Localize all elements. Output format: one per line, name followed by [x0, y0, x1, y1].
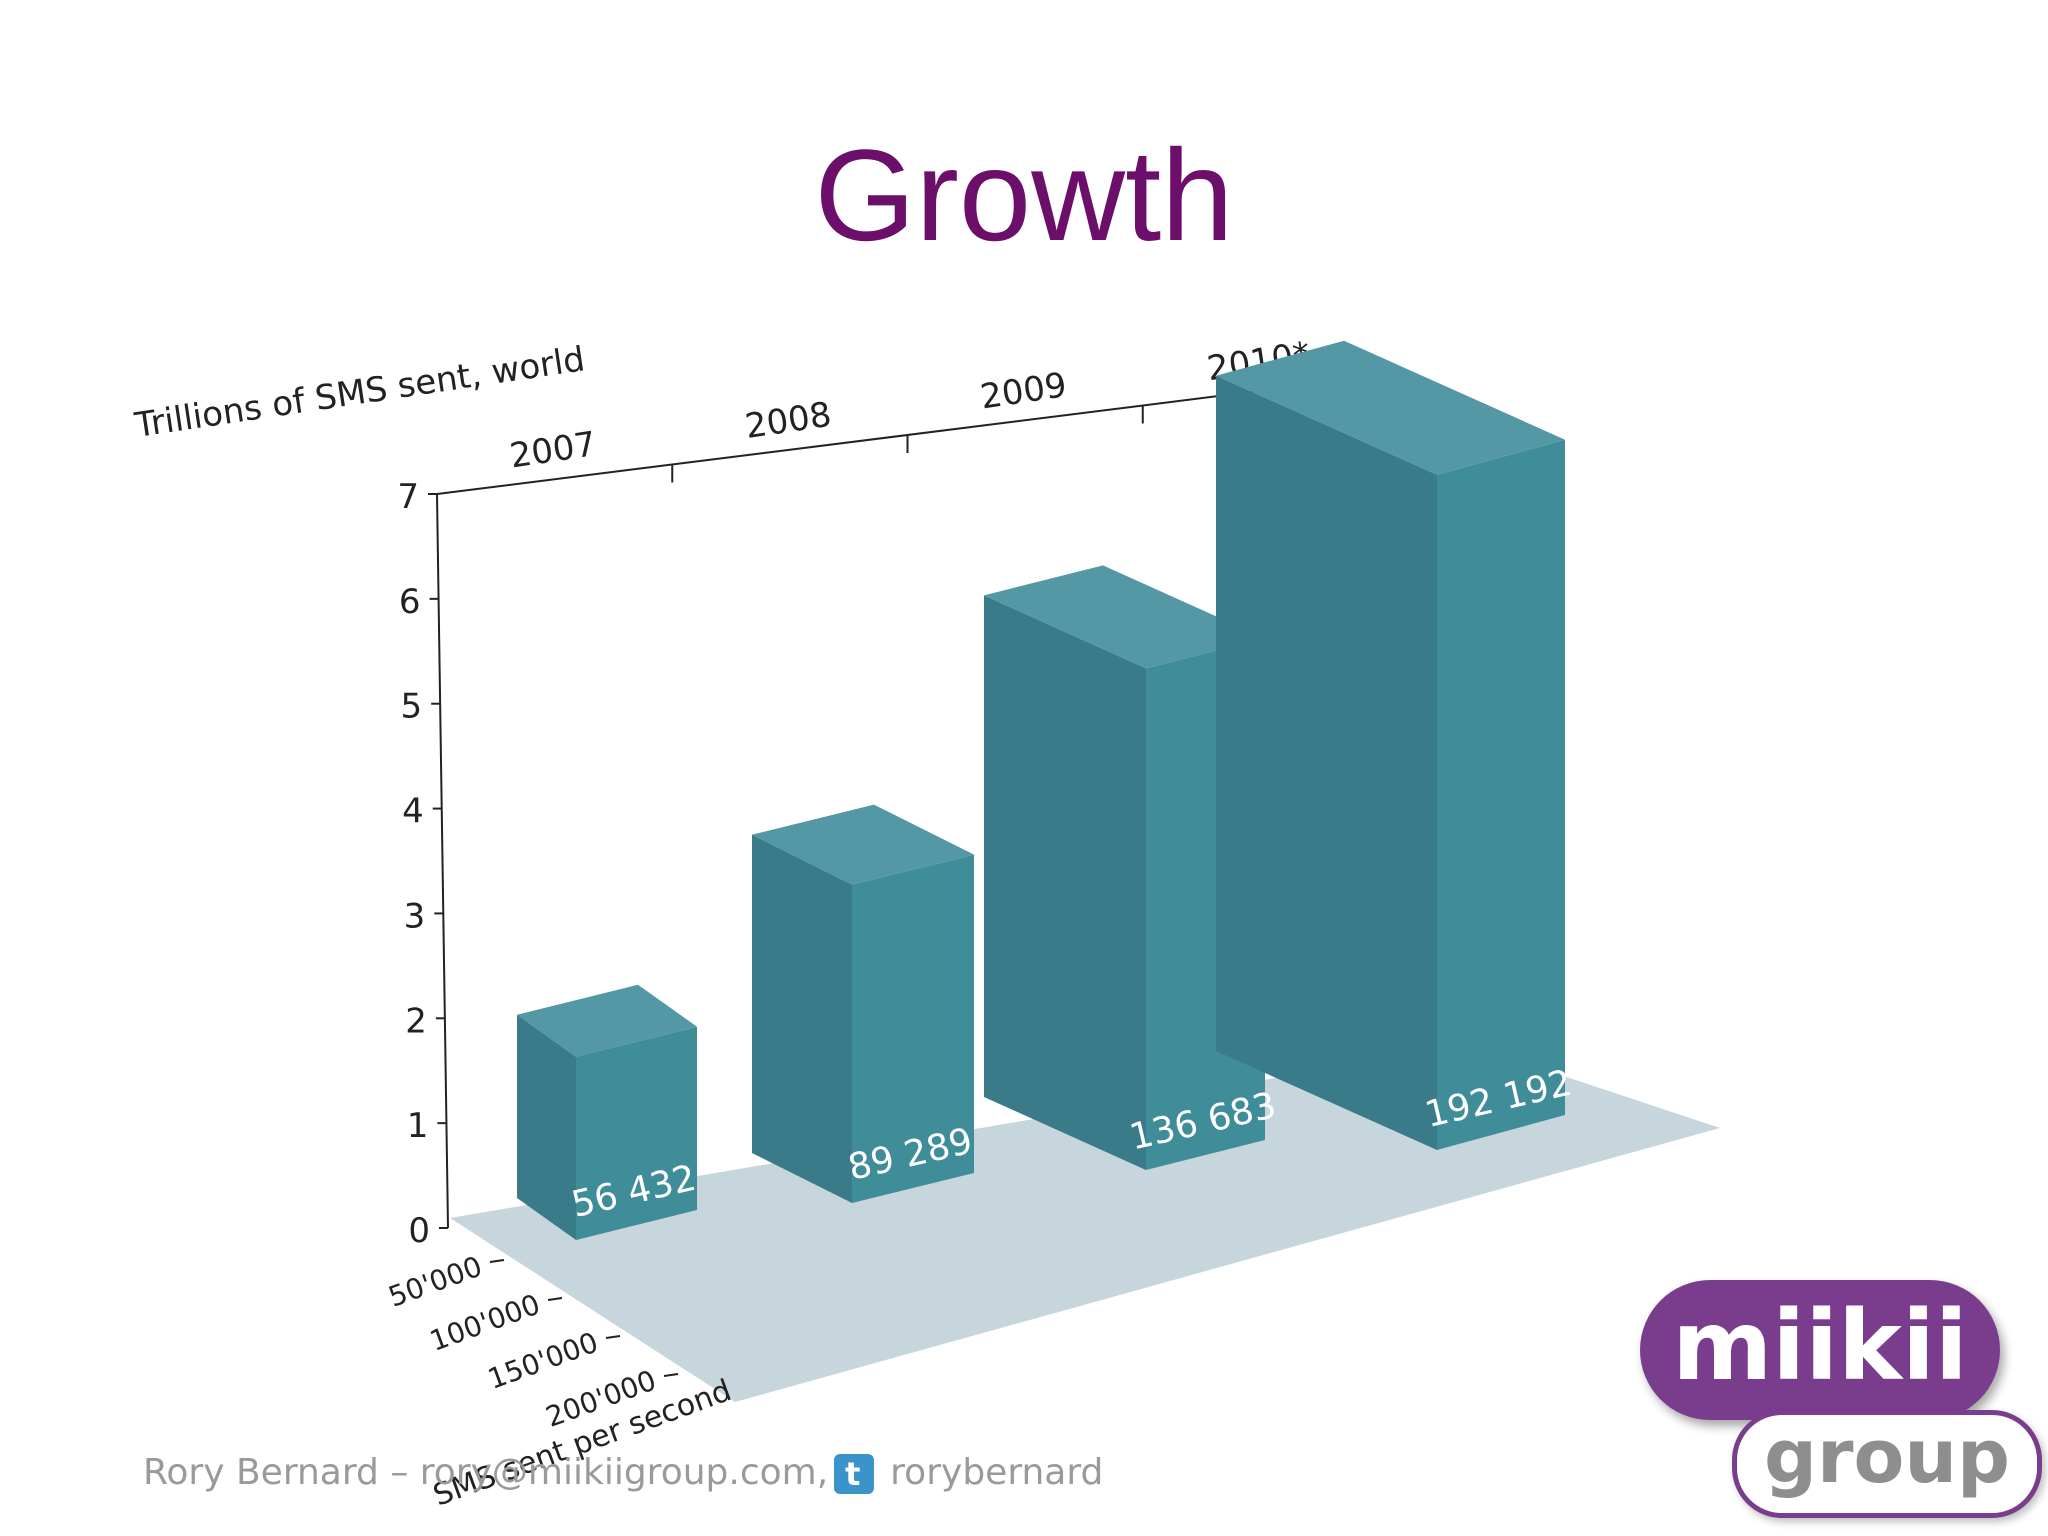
slide-title: Growth: [814, 122, 1234, 268]
bar-top-face: [1216, 340, 1565, 475]
depth-tick-mark: [547, 1297, 563, 1301]
y-tick-label: 7: [397, 477, 419, 517]
bar-2007: 56 432: [517, 984, 700, 1240]
depth-tick-mark: [489, 1259, 505, 1263]
bar-2010: 192 192: [1216, 340, 1576, 1151]
bar-front-face: [984, 595, 1146, 1170]
bar-side-face: [852, 854, 974, 1203]
depth-tick-mark: [663, 1373, 679, 1377]
y-axis-line: [436, 493, 449, 1229]
y-tick-label: 2: [405, 1001, 427, 1041]
bar-front-face: [1216, 375, 1437, 1151]
depth-tick-mark: [605, 1335, 621, 1339]
footer-twitter-handle[interactable]: rorybernard: [890, 1452, 1104, 1493]
y-tick-label: 5: [401, 687, 423, 727]
year-label: 2007: [507, 424, 598, 476]
y-tick-label: 0: [408, 1211, 430, 1251]
bar-2008: 89 289: [752, 804, 976, 1203]
y-axis-label: Trillions of SMS sent, world: [131, 339, 587, 446]
depth-tick-label: 100'000: [425, 1288, 544, 1358]
year-label: 2008: [743, 395, 834, 447]
bar-top-face: [752, 804, 974, 885]
bar-side-face: [576, 1026, 697, 1240]
bar-front-face: [752, 834, 852, 1203]
bar-front-face: [517, 1014, 576, 1240]
logo-group: group: [1732, 1410, 2042, 1518]
bar-top-face: [984, 565, 1265, 669]
footer-author-email: Rory Bernard – rory@miikiigroup.com,: [143, 1452, 829, 1493]
logo-miikii: miikii: [1640, 1280, 2000, 1420]
y-tick-label: 1: [407, 1106, 429, 1146]
depth-tick-label: 150'000: [483, 1326, 602, 1396]
y-tick-label: 3: [404, 896, 426, 936]
year-label: 2009: [978, 365, 1069, 417]
footer: Rory Bernard – rory@miikiigroup.com, t ror…: [143, 1452, 1103, 1494]
depth-tick-label: 50'000: [384, 1250, 486, 1314]
y-axis: 0 1 2 3 4 5 6 7: [397, 477, 449, 1251]
bar-top-face: [517, 984, 697, 1057]
miikii-group-logo: miikii group: [1640, 1280, 2042, 1520]
y-tick-label: 6: [399, 582, 421, 622]
y-tick-label: 4: [402, 792, 424, 832]
bar-side-face: [1437, 439, 1565, 1151]
twitter-icon[interactable]: t: [834, 1454, 875, 1494]
